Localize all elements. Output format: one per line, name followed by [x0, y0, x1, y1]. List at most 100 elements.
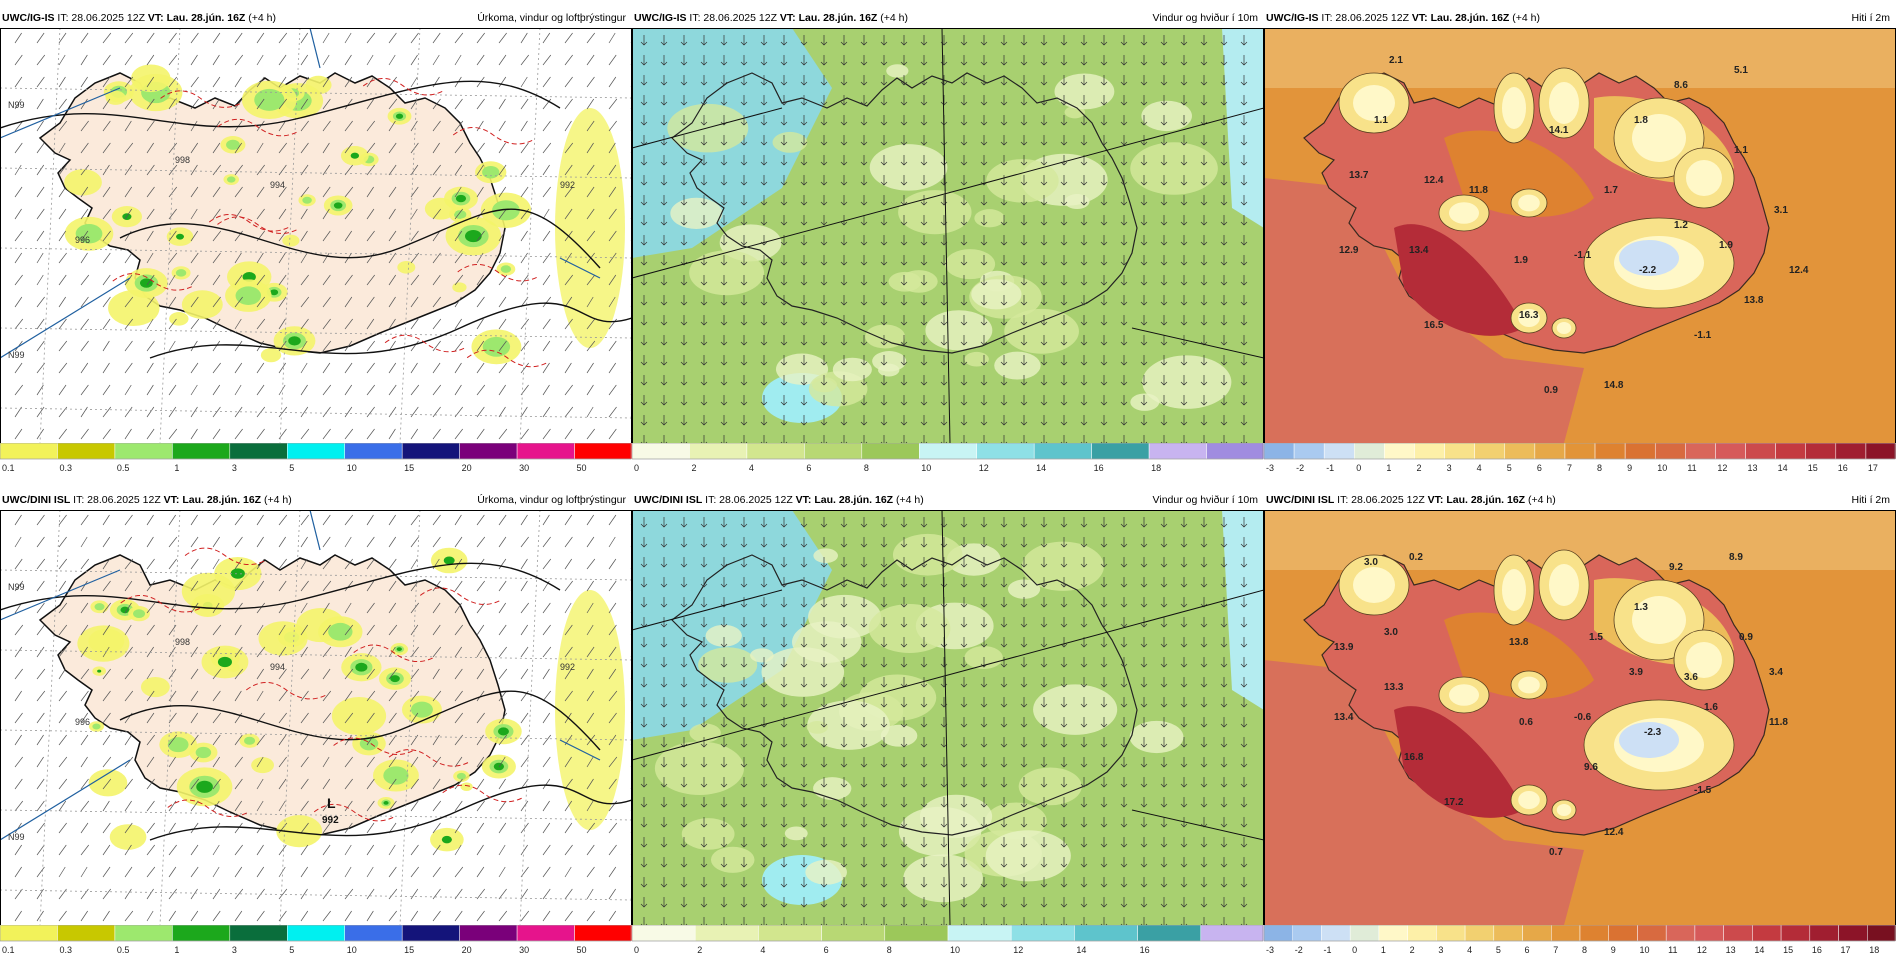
colorbar-tick-label: 10	[1639, 945, 1649, 955]
wind-arrow	[800, 75, 808, 86]
wind-arrow	[760, 135, 768, 146]
wind-barb	[410, 602, 419, 614]
wind-barb	[58, 910, 67, 922]
wind-barb	[80, 646, 88, 658]
wind-barb	[300, 756, 309, 768]
wind-barb	[344, 690, 353, 702]
wind-arrow	[1040, 435, 1048, 443]
temperature-contour	[217, 118, 298, 137]
wind-arrow	[1220, 717, 1228, 728]
wind-arrow	[1000, 35, 1008, 46]
wind-arrow	[980, 557, 988, 568]
wind-barb	[124, 142, 134, 154]
wind-arrow	[1120, 777, 1128, 788]
wind-barb	[278, 624, 286, 636]
wind-arrow	[920, 95, 928, 106]
wind-barb	[102, 362, 110, 374]
wind-arrow	[880, 235, 888, 246]
wind-barb	[454, 514, 462, 526]
wind-arrow	[1120, 195, 1128, 206]
wind-arrow	[720, 577, 728, 588]
wind-arrow	[900, 115, 908, 126]
wind-barb	[278, 536, 286, 548]
wind-arrow	[740, 95, 748, 106]
wind-arrow	[840, 817, 848, 828]
wind-arrow	[820, 757, 828, 768]
wind-barb	[476, 54, 485, 66]
colorbar-tick-label: 2	[1416, 463, 1421, 473]
wind-barb	[212, 866, 220, 878]
wind-barb	[168, 32, 177, 44]
wind-arrow	[760, 677, 768, 688]
cold-highland-area	[1518, 791, 1540, 809]
wind-barb	[190, 844, 199, 856]
light-wind-area	[986, 159, 1059, 203]
wind-barb	[520, 32, 528, 44]
wind-arrow	[760, 857, 768, 868]
colorbar-tick-label: -2	[1295, 945, 1303, 955]
wind-arrow	[1120, 837, 1128, 848]
wind-barb	[388, 910, 397, 922]
wind-barb	[168, 296, 177, 308]
wind-arrow	[860, 777, 868, 788]
wind-arrow	[960, 517, 968, 528]
wind-barb	[476, 690, 485, 702]
wind-barb	[454, 580, 463, 592]
wind-arrow	[1020, 797, 1028, 808]
wind-arrow	[1180, 215, 1188, 226]
wind-arrow	[760, 35, 768, 46]
wind-barb	[542, 690, 551, 702]
wind-arrow	[960, 115, 968, 126]
wind-arrow	[1160, 195, 1168, 206]
wind-arrow	[920, 195, 928, 206]
temperature-value-label: 1.1	[1734, 145, 1748, 156]
wind-arrow	[840, 797, 848, 808]
wind-barb	[586, 384, 594, 396]
wind-barb	[58, 120, 68, 132]
wind-barb	[366, 580, 375, 592]
wind-arrow	[940, 435, 948, 443]
wind-arrow	[1060, 617, 1068, 628]
cold-highland-area	[1518, 309, 1540, 327]
wind-arrow	[1180, 697, 1188, 708]
wind-barb	[102, 296, 111, 308]
wind-barb	[608, 98, 618, 110]
colorbar-swatch	[172, 925, 231, 942]
wind-arrow	[780, 657, 788, 668]
wind-barb	[124, 624, 132, 636]
light-wind-area	[868, 603, 951, 653]
wind-barb	[520, 76, 528, 88]
wind-arrow	[640, 375, 648, 386]
wind-arrow	[900, 315, 908, 326]
wind-arrow	[1160, 95, 1168, 106]
temperature-value-label: 11.8	[1769, 717, 1788, 728]
wind-barb	[586, 296, 594, 308]
wind-arrow	[700, 897, 708, 908]
wind-barb	[542, 844, 551, 856]
wind-barb	[14, 734, 22, 746]
wind-barb	[168, 734, 178, 746]
wind-arrow	[940, 55, 948, 66]
wind-barb	[146, 800, 155, 812]
wind-barb	[80, 778, 89, 790]
wind-barb	[542, 888, 551, 900]
wind-barb	[80, 32, 89, 44]
wind-barb	[520, 712, 529, 724]
wind-arrow	[1160, 435, 1168, 443]
wind-barb	[476, 318, 484, 330]
temperature-value-label: 13.3	[1384, 682, 1404, 693]
wind-barb	[410, 98, 418, 110]
isobar	[119, 208, 601, 269]
wind-barb	[168, 164, 178, 176]
light-wind-area	[985, 830, 1071, 882]
precip-light-area	[452, 282, 467, 293]
wind-arrow	[740, 75, 748, 86]
wind-barb	[454, 602, 462, 614]
wind-barb	[388, 536, 397, 548]
wind-barb	[102, 208, 111, 220]
wind-arrow	[900, 837, 908, 848]
colorbar-tick-label: 18	[1869, 945, 1879, 955]
wind-arrow	[640, 35, 648, 46]
strong-wind-area	[1222, 28, 1264, 228]
wind-arrow	[1140, 235, 1148, 246]
